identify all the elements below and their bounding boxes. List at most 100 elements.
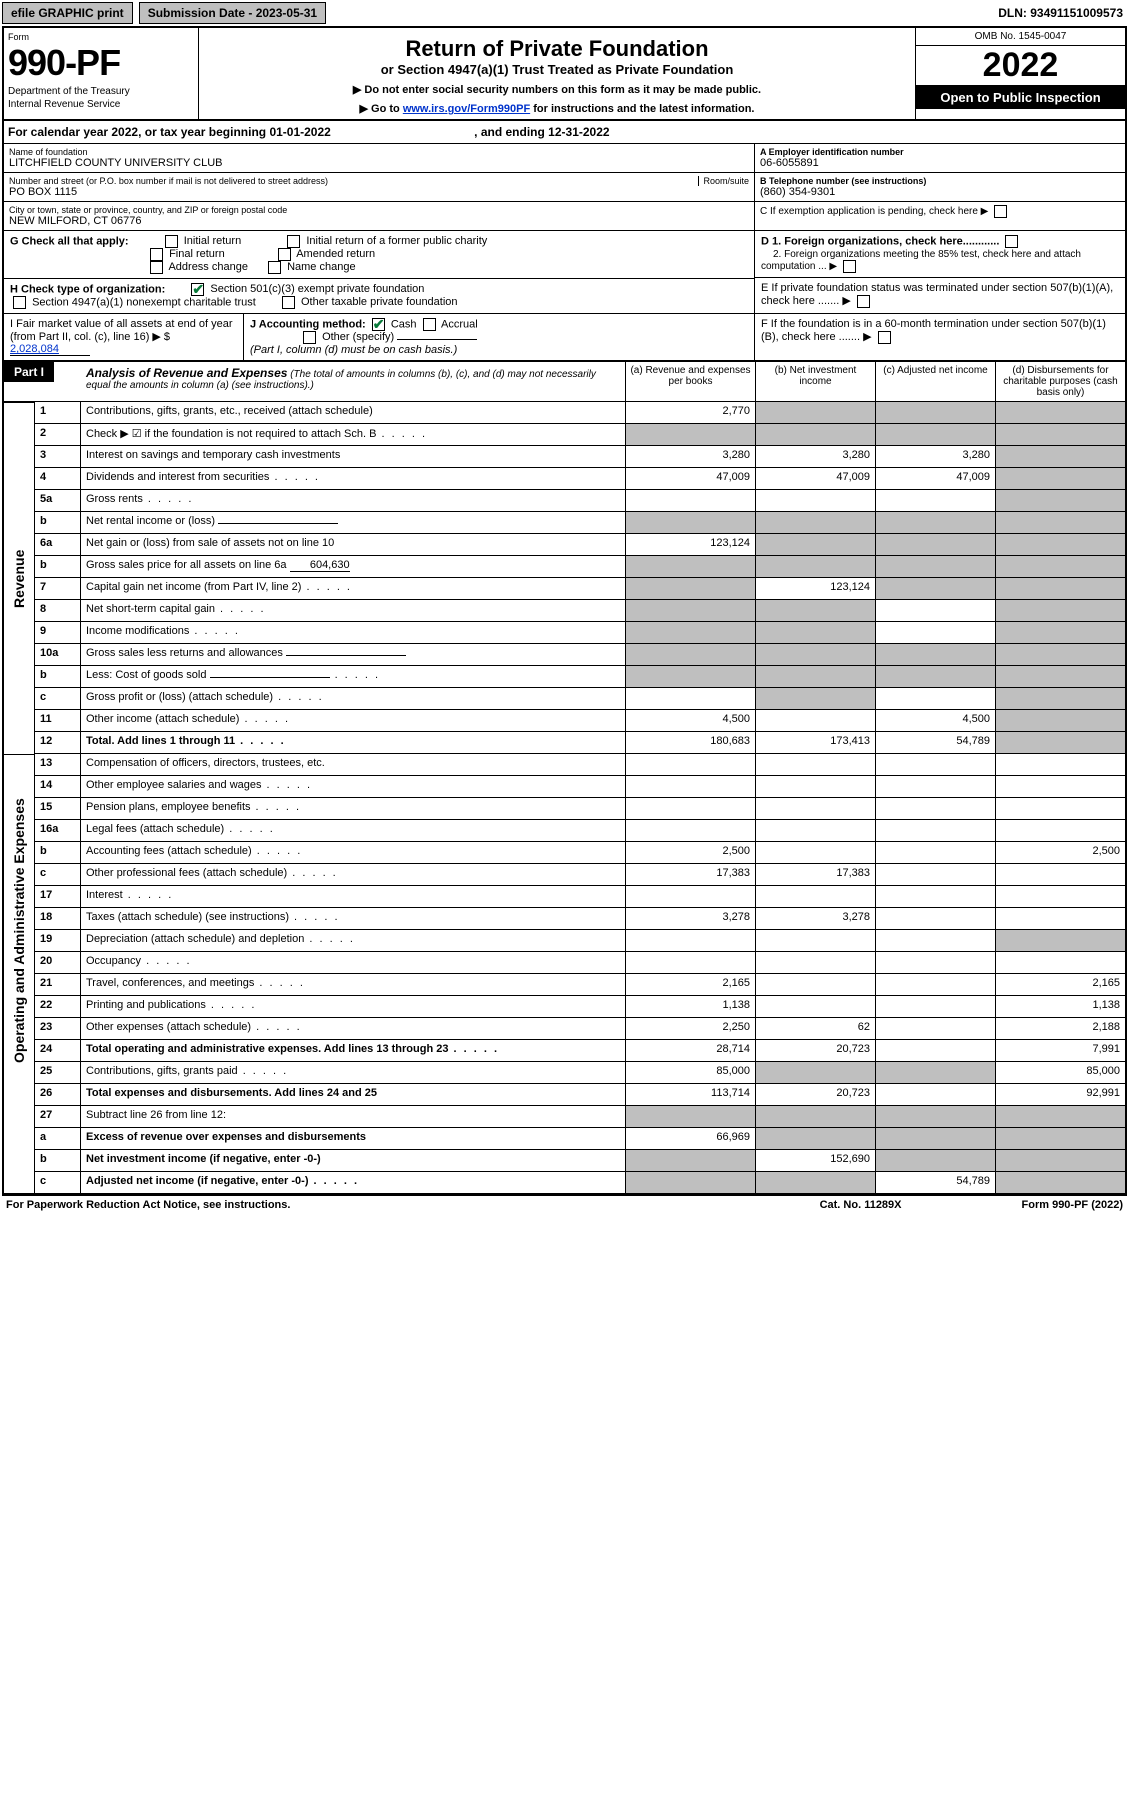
line-desc: Legal fees (attach schedule) (80, 820, 625, 842)
note2-post: for instructions and the latest informat… (530, 103, 754, 115)
e-row: E If private foundation status was termi… (755, 278, 1125, 312)
g-label: G Check all that apply: (10, 235, 129, 247)
g-address-checkbox[interactable] (150, 261, 163, 274)
ein-value: 06-6055891 (760, 157, 1120, 169)
line-number: 27 (34, 1106, 80, 1128)
col-d-value (995, 534, 1125, 556)
dln-label: DLN: 93491151009573 (998, 6, 1127, 20)
col-c-value: 54,789 (875, 1172, 995, 1194)
line-desc: Capital gain net income (from Part IV, l… (80, 578, 625, 600)
h-501c3-checkbox[interactable] (191, 283, 204, 296)
col-c-value (875, 1106, 995, 1128)
line-desc: Depreciation (attach schedule) and deple… (80, 930, 625, 952)
city-value: NEW MILFORD, CT 06776 (9, 215, 749, 227)
col-b-header: (b) Net investment income (755, 362, 875, 401)
g-initial-former-checkbox[interactable] (287, 235, 300, 248)
line-desc: Interest (80, 886, 625, 908)
city-cell: City or town, state or province, country… (4, 202, 754, 230)
form990pf-link[interactable]: www.irs.gov/Form990PF (403, 103, 530, 115)
col-c-value (875, 644, 995, 666)
col-d-value (995, 578, 1125, 600)
line-number: 25 (34, 1062, 80, 1084)
line-number: b (34, 512, 80, 534)
note-ssho: ▶ Do not enter social security numbers o… (207, 83, 907, 96)
phone-value: (860) 354-9301 (760, 186, 1120, 198)
open-to-public: Open to Public Inspection (916, 86, 1125, 109)
room-label: Room/suite (698, 176, 749, 186)
col-a-value (625, 820, 755, 842)
j-accrual-checkbox[interactable] (423, 318, 436, 331)
col-c-value (875, 512, 995, 534)
d-row: D 1. Foreign organizations, check here..… (755, 231, 1125, 278)
col-a-value (625, 424, 755, 446)
col-a-value: 4,500 (625, 710, 755, 732)
line-number: 20 (34, 952, 80, 974)
line-number: b (34, 842, 80, 864)
line-desc: Dividends and interest from securities (80, 468, 625, 490)
h-4947-checkbox[interactable] (13, 296, 26, 309)
d1-label: D 1. Foreign organizations, check here..… (761, 235, 999, 247)
col-b-value (755, 424, 875, 446)
col-d-value: 7,991 (995, 1040, 1125, 1062)
col-d-value (995, 732, 1125, 754)
col-c-value (875, 820, 995, 842)
line-desc: Income modifications (80, 622, 625, 644)
col-a-value: 3,278 (625, 908, 755, 930)
name-label: Name of foundation (9, 147, 749, 157)
note2-pre: ▶ Go to (360, 103, 403, 115)
col-d-value: 85,000 (995, 1062, 1125, 1084)
g-o2: Final return (169, 248, 225, 260)
col-a-value (625, 930, 755, 952)
d1-checkbox[interactable] (1005, 235, 1018, 248)
i-value[interactable]: 2,028,084 (10, 343, 90, 356)
col-c-value (875, 688, 995, 710)
addr-label: Number and street (or P.O. box number if… (9, 176, 749, 186)
col-c-value (875, 776, 995, 798)
col-d-value (995, 1172, 1125, 1194)
d2-label: 2. Foreign organizations meeting the 85%… (761, 249, 1081, 272)
g-initial-checkbox[interactable] (165, 235, 178, 248)
j-note: (Part I, column (d) must be on cash basi… (250, 344, 457, 356)
col-a-value: 85,000 (625, 1062, 755, 1084)
col-d-value (995, 710, 1125, 732)
line-number: 12 (34, 732, 80, 754)
col-b-value (755, 996, 875, 1018)
col-b-value (755, 600, 875, 622)
col-c-value (875, 622, 995, 644)
d2-checkbox[interactable] (843, 260, 856, 273)
e-checkbox[interactable] (857, 295, 870, 308)
g-o4: Initial return of a former public charit… (306, 235, 487, 247)
irs-label: Internal Revenue Service (8, 99, 194, 110)
col-a-value (625, 1106, 755, 1128)
col-a-value: 2,250 (625, 1018, 755, 1040)
g-final-checkbox[interactable] (150, 248, 163, 261)
col-d-value (995, 644, 1125, 666)
col-d-value: 2,165 (995, 974, 1125, 996)
col-a-value: 66,969 (625, 1128, 755, 1150)
col-d-value (995, 952, 1125, 974)
col-d-value (995, 424, 1125, 446)
line-desc: Total. Add lines 1 through 11 (80, 732, 625, 754)
col-b-value (755, 512, 875, 534)
col-d-value (995, 666, 1125, 688)
g-name-checkbox[interactable] (268, 261, 281, 274)
f-checkbox[interactable] (878, 331, 891, 344)
submission-date-button[interactable]: Submission Date - 2023-05-31 (139, 2, 326, 24)
col-a-value (625, 798, 755, 820)
col-b-value (755, 622, 875, 644)
phone-cell: B Telephone number (see instructions) (8… (755, 173, 1125, 202)
col-d-value (995, 490, 1125, 512)
line-number: b (34, 1150, 80, 1172)
j-other-checkbox[interactable] (303, 331, 316, 344)
col-a-value: 180,683 (625, 732, 755, 754)
efile-print-button[interactable]: efile GRAPHIC print (2, 2, 133, 24)
exemption-checkbox[interactable] (994, 205, 1007, 218)
col-a-header: (a) Revenue and expenses per books (625, 362, 755, 401)
side-label: Operating and Administrative Expenses (4, 754, 34, 1106)
g-amended-checkbox[interactable] (278, 248, 291, 261)
col-c-value (875, 952, 995, 974)
j-cash-checkbox[interactable] (372, 318, 385, 331)
h-other-checkbox[interactable] (282, 296, 295, 309)
col-b-value (755, 842, 875, 864)
line-number: 23 (34, 1018, 80, 1040)
